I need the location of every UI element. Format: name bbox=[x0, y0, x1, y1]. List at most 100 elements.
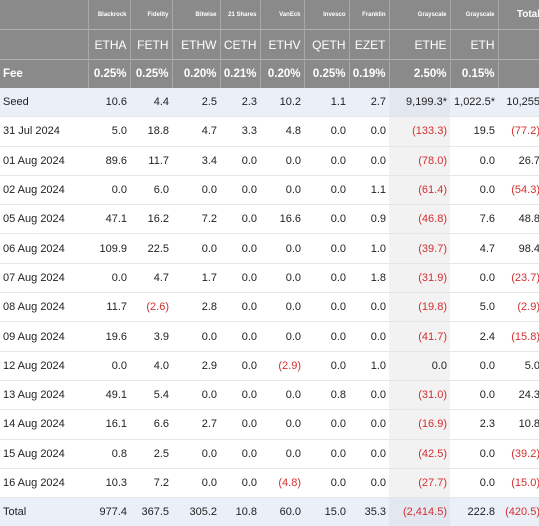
table-cell: 0.0 bbox=[220, 204, 260, 235]
fee-value: 0.19% bbox=[349, 59, 390, 88]
table-cell: 977.4 bbox=[88, 497, 130, 526]
table-cell: 0.0 bbox=[220, 175, 260, 206]
table-cell: 0.0 bbox=[172, 380, 220, 411]
total-column-header: Total bbox=[498, 0, 539, 30]
table-cell: 10.8 bbox=[498, 409, 539, 440]
table-cell: 0.0 bbox=[220, 146, 260, 176]
table-cell: 0.0 bbox=[88, 175, 130, 206]
table-cell: 15.0 bbox=[304, 497, 349, 526]
table-cell: 0.0 bbox=[349, 468, 389, 499]
table-cell: 5.0 bbox=[88, 116, 130, 147]
table-cell: 0.0 bbox=[349, 116, 389, 147]
issuer-header: Fidelity bbox=[130, 0, 173, 30]
table-row: 13 Aug 2024 49.1 5.4 0.0 0.0 0.0 0.8 0.0 (31.0) 0… bbox=[0, 380, 539, 411]
ticker-header bbox=[0, 29, 89, 60]
table-cell: 222.8 bbox=[450, 497, 498, 526]
issuer-header: Franklin bbox=[349, 0, 390, 30]
table-cell: 0.0 bbox=[304, 233, 349, 264]
table-row: 02 Aug 2024 0.0 6.0 0.0 0.0 0.0 0.0 1.1 (61.4) 0.… bbox=[0, 175, 539, 206]
table-cell: 0.0 bbox=[304, 321, 349, 352]
table-row: 16 Aug 2024 10.3 7.2 0.0 0.0 (4.8) 0.0 0.0 (27.7… bbox=[0, 468, 539, 499]
ticker-header-row: ETHA FETH ETHW CETH ETHV QETH EZET ETHE ETH bbox=[0, 29, 539, 60]
table-row: 07 Aug 2024 0.0 4.7 1.7 0.0 0.0 0.0 1.8 (31.9) 0.… bbox=[0, 263, 539, 294]
row-label: 01 Aug 2024 bbox=[0, 146, 88, 176]
table-cell: 26.7 bbox=[498, 146, 539, 176]
table-cell: 5.0 bbox=[498, 351, 539, 381]
table-cell: 0.0 bbox=[220, 409, 260, 440]
table-cell: 22.5 bbox=[130, 233, 172, 264]
row-label: 14 Aug 2024 bbox=[0, 409, 88, 440]
row-label: 31 Jul 2024 bbox=[0, 116, 88, 147]
table-cell: 7.2 bbox=[130, 468, 172, 499]
table-cell: 0.0 bbox=[172, 175, 220, 206]
table-cell: 0.0 bbox=[349, 146, 389, 176]
row-label: 16 Aug 2024 bbox=[0, 468, 88, 499]
row-label: 02 Aug 2024 bbox=[0, 175, 88, 206]
table-cell: (15.0) bbox=[498, 468, 539, 499]
row-label: 15 Aug 2024 bbox=[0, 439, 88, 469]
table-cell: 89.6 bbox=[88, 146, 130, 176]
table-cell: (31.9) bbox=[389, 263, 450, 294]
issuer-header-row: Blackrock Fidelity Bitwise 21 Shares VanEck I… bbox=[0, 0, 539, 30]
total-row: Total 977.4 367.5 305.2 10.8 60.0 15.0 35.3 (2,4… bbox=[0, 497, 539, 526]
table-cell: 109.9 bbox=[88, 233, 130, 264]
table-cell: 16.2 bbox=[130, 204, 172, 235]
table-cell: 2.8 bbox=[172, 292, 220, 323]
table-cell: 4.7 bbox=[130, 263, 172, 294]
table-row: 12 Aug 2024 0.0 4.0 2.9 0.0 (2.9) 0.0 1.0 0.0 0.0… bbox=[0, 351, 539, 381]
table-cell: (2.9) bbox=[498, 292, 539, 323]
table-cell: 5.0 bbox=[450, 292, 498, 323]
ticker-header: ETHA bbox=[88, 29, 131, 60]
row-label: Total bbox=[0, 497, 88, 526]
row-label: 09 Aug 2024 bbox=[0, 321, 88, 352]
fee-value: 2.50% bbox=[389, 59, 451, 88]
table-cell: 7.6 bbox=[450, 204, 498, 235]
fee-value: 0.15% bbox=[450, 59, 499, 88]
table-cell: 4.7 bbox=[450, 233, 498, 264]
fee-value: 0.20% bbox=[260, 59, 305, 88]
table-cell: 4.8 bbox=[260, 116, 304, 147]
ticker-header: QETH bbox=[304, 29, 350, 60]
table-cell: 19.6 bbox=[88, 321, 130, 352]
table-cell: (4.8) bbox=[260, 468, 304, 499]
table-cell: 2.3 bbox=[220, 88, 260, 118]
row-label: 08 Aug 2024 bbox=[0, 292, 88, 323]
table-cell: (77.2) bbox=[498, 116, 539, 147]
table-cell: 19.5 bbox=[450, 116, 498, 147]
table-cell: (41.7) bbox=[389, 321, 450, 352]
table-cell: 305.2 bbox=[172, 497, 220, 526]
seed-row: Seed 10.6 4.4 2.5 2.3 10.2 1.1 2.7 9,199.3* 1,022… bbox=[0, 88, 539, 118]
ticker-header: ETH bbox=[450, 29, 499, 60]
table-cell: 7.2 bbox=[172, 204, 220, 235]
table-row: 01 Aug 2024 89.6 11.7 3.4 0.0 0.0 0.0 0.0 (78.0)… bbox=[0, 146, 539, 176]
table-cell: 0.0 bbox=[304, 439, 349, 469]
table-cell: 3.3 bbox=[220, 116, 260, 147]
table-cell: 0.0 bbox=[450, 439, 498, 469]
table-cell: 0.0 bbox=[172, 439, 220, 469]
table-cell: 18.8 bbox=[130, 116, 172, 147]
table-cell: (61.4) bbox=[389, 175, 450, 206]
row-label: 05 Aug 2024 bbox=[0, 204, 88, 235]
table-cell: (16.9) bbox=[389, 409, 450, 440]
table-cell: 1.1 bbox=[304, 88, 349, 118]
table-cell: 0.0 bbox=[349, 380, 389, 411]
table-cell: (42.5) bbox=[389, 439, 450, 469]
row-label: 13 Aug 2024 bbox=[0, 380, 88, 411]
table-cell: (54.3) bbox=[498, 175, 539, 206]
table-cell: (39.7) bbox=[389, 233, 450, 264]
ticker-header: ETHE bbox=[389, 29, 451, 60]
row-label: 12 Aug 2024 bbox=[0, 351, 88, 381]
table-row: 08 Aug 2024 11.7 (2.6) 2.8 0.0 0.0 0.0 0.0 (19.8… bbox=[0, 292, 539, 323]
ticker-header: CETH bbox=[220, 29, 261, 60]
table-cell: (420.5) bbox=[498, 497, 539, 526]
table-cell: 0.0 bbox=[450, 380, 498, 411]
table-cell: 0.0 bbox=[304, 116, 349, 147]
table-cell: 0.0 bbox=[260, 146, 304, 176]
table-cell: 9,199.3* bbox=[389, 88, 450, 118]
table-cell: 0.0 bbox=[220, 380, 260, 411]
table-cell: 0.0 bbox=[349, 292, 389, 323]
fee-value: 0.25% bbox=[304, 59, 350, 88]
table-cell: 0.0 bbox=[260, 380, 304, 411]
table-cell: 0.0 bbox=[220, 439, 260, 469]
